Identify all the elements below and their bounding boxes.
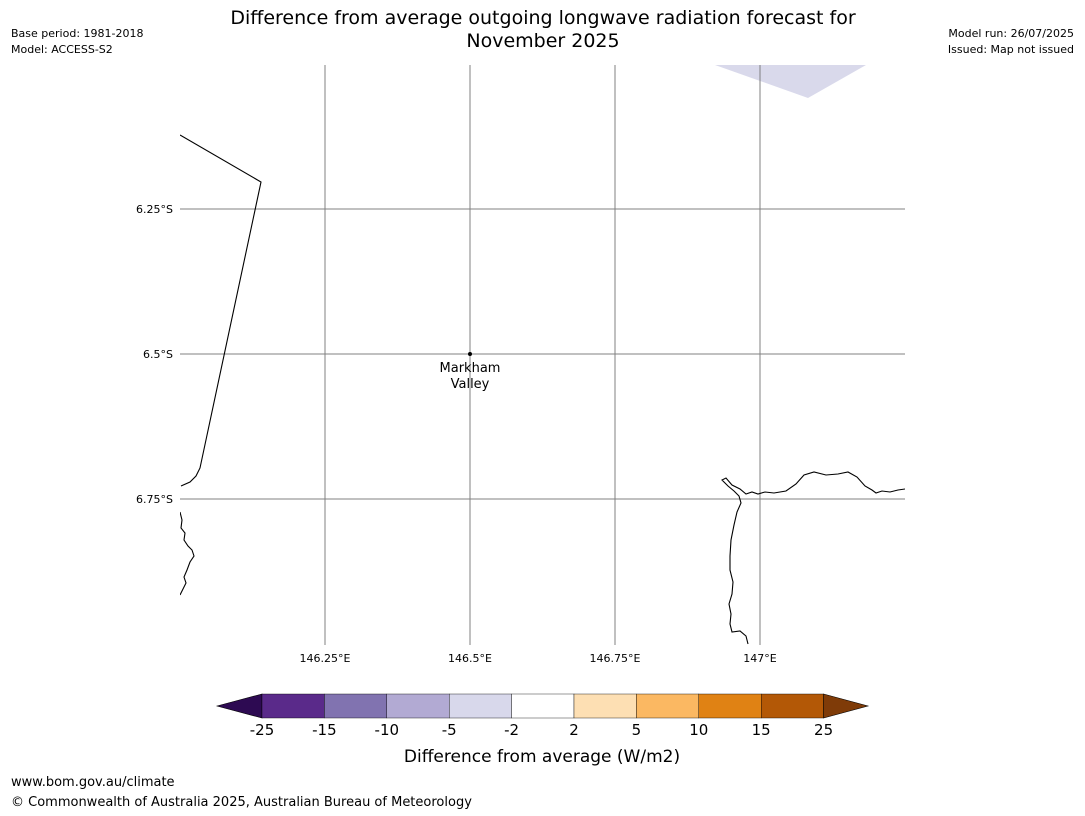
- lon-label-147: 147°E: [743, 652, 776, 665]
- footer-url: www.bom.gov.au/climate: [11, 775, 175, 790]
- title-line-2: November 2025: [466, 30, 620, 52]
- colorbar-swatch: [261, 693, 325, 719]
- anomaly-shading: [715, 65, 866, 98]
- lon-label-146-75: 146.75°E: [590, 652, 641, 665]
- boundary-line-west: [180, 134, 262, 487]
- model-run-text: Model run: 26/07/2025: [948, 27, 1074, 40]
- place-label-line-2: Valley: [451, 377, 490, 392]
- colorbar-tick: -2: [504, 721, 519, 739]
- colorbar-tick: -10: [375, 721, 400, 739]
- lat-label-6-5: 6.5°S: [143, 348, 173, 361]
- place-label-line-1: Markham: [440, 361, 501, 376]
- colorbar-tick: 15: [752, 721, 771, 739]
- colorbar-swatch: [761, 693, 824, 719]
- colorbar-tick: -15: [312, 721, 337, 739]
- markham-valley-marker: [468, 352, 472, 356]
- lat-label-6-25: 6.25°S: [136, 203, 173, 216]
- colorbar-extend-high: [823, 693, 870, 719]
- colorbar: -25 -15 -10 -5 -2 2 5 10 15 25 Differenc…: [215, 693, 870, 767]
- colorbar-extend-low: [215, 693, 263, 719]
- colorbar-tick: -25: [250, 721, 275, 739]
- colorbar-swatch: [386, 693, 450, 719]
- coast-east: [721, 471, 905, 645]
- colorbar-swatch: [698, 693, 762, 719]
- colorbar-tick: 5: [632, 721, 642, 739]
- colorbar-swatch: [449, 693, 512, 719]
- colorbar-tick: 2: [569, 721, 579, 739]
- lon-label-146-25: 146.25°E: [300, 652, 351, 665]
- footer-copyright: © Commonwealth of Australia 2025, Austra…: [11, 795, 472, 810]
- colorbar-swatch: [324, 693, 387, 719]
- colorbar-tick: 25: [814, 721, 833, 739]
- colorbar-swatch: [636, 693, 700, 719]
- map-area: [180, 65, 905, 645]
- map-title: Difference from average outgoing longwav…: [193, 7, 893, 53]
- issued-text: Issued: Map not issued: [947, 43, 1074, 56]
- lon-label-146-5: 146.5°E: [448, 652, 492, 665]
- coast-west-lower: [180, 511, 195, 596]
- title-line-1: Difference from average outgoing longwav…: [230, 7, 856, 29]
- lat-label-6-75: 6.75°S: [136, 493, 173, 506]
- graticule: [180, 65, 905, 645]
- colorbar-tick: 10: [689, 721, 708, 739]
- colorbar-swatch: [511, 693, 575, 719]
- colorbar-label: Difference from average (W/m2): [404, 747, 680, 767]
- colorbar-tick: -5: [442, 721, 457, 739]
- colorbar-swatch: [573, 693, 637, 719]
- model-text: Model: ACCESS-S2: [11, 43, 113, 56]
- base-period-text: Base period: 1981-2018: [11, 27, 144, 40]
- coastlines: [180, 134, 905, 645]
